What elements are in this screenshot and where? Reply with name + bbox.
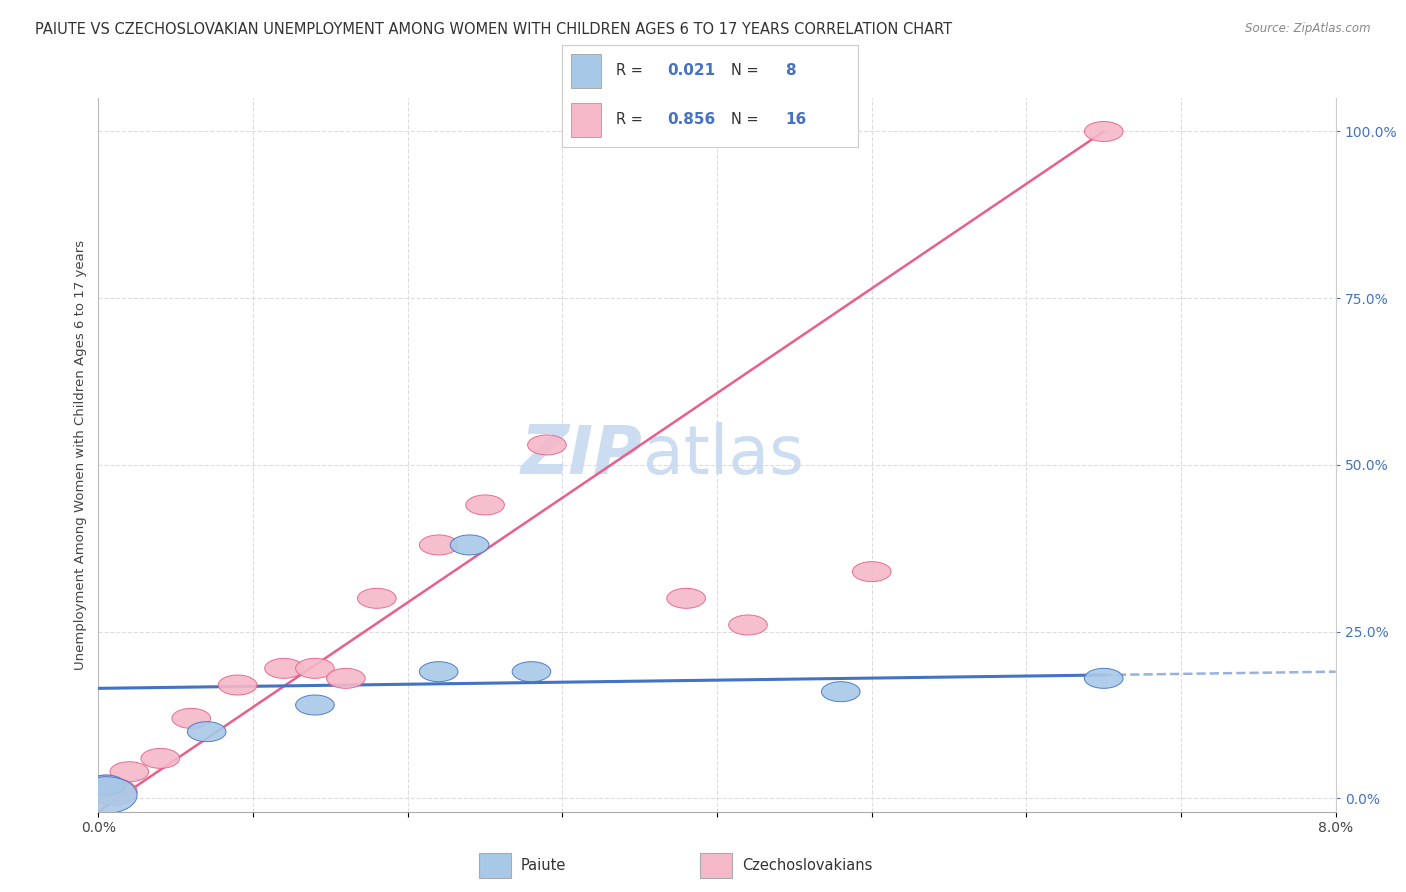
Ellipse shape: [295, 658, 335, 678]
Y-axis label: Unemployment Among Women with Children Ages 6 to 17 years: Unemployment Among Women with Children A…: [75, 240, 87, 670]
Ellipse shape: [419, 535, 458, 555]
Bar: [700, 853, 733, 878]
Ellipse shape: [91, 779, 138, 805]
Ellipse shape: [141, 748, 180, 768]
Ellipse shape: [527, 435, 567, 455]
Ellipse shape: [450, 535, 489, 555]
Ellipse shape: [512, 662, 551, 681]
Text: N =: N =: [731, 112, 763, 128]
Text: 8: 8: [786, 63, 796, 78]
Ellipse shape: [666, 589, 706, 608]
Bar: [478, 853, 510, 878]
Text: 0.856: 0.856: [668, 112, 716, 128]
Ellipse shape: [264, 658, 304, 678]
Text: 0.021: 0.021: [668, 63, 716, 78]
Ellipse shape: [728, 615, 768, 635]
Ellipse shape: [110, 762, 149, 781]
Ellipse shape: [76, 777, 138, 814]
Ellipse shape: [326, 668, 366, 689]
Bar: [571, 54, 600, 87]
Ellipse shape: [218, 675, 257, 695]
Text: N =: N =: [731, 63, 763, 78]
Text: Paiute: Paiute: [520, 858, 567, 872]
Text: ZIP: ZIP: [522, 422, 643, 488]
Ellipse shape: [187, 722, 226, 741]
Ellipse shape: [1084, 668, 1123, 689]
Ellipse shape: [87, 775, 125, 795]
Text: atlas: atlas: [643, 422, 804, 488]
Text: Source: ZipAtlas.com: Source: ZipAtlas.com: [1246, 22, 1371, 36]
Text: Czechoslovakians: Czechoslovakians: [742, 858, 872, 872]
Ellipse shape: [357, 589, 396, 608]
Ellipse shape: [87, 775, 125, 795]
Text: R =: R =: [616, 112, 647, 128]
Ellipse shape: [821, 681, 860, 702]
Ellipse shape: [1084, 121, 1123, 142]
Text: R =: R =: [616, 63, 647, 78]
Text: PAIUTE VS CZECHOSLOVAKIAN UNEMPLOYMENT AMONG WOMEN WITH CHILDREN AGES 6 TO 17 YE: PAIUTE VS CZECHOSLOVAKIAN UNEMPLOYMENT A…: [35, 22, 952, 37]
Ellipse shape: [295, 695, 335, 715]
Text: 16: 16: [786, 112, 807, 128]
Ellipse shape: [465, 495, 505, 515]
Ellipse shape: [852, 562, 891, 582]
Bar: [571, 103, 600, 137]
Ellipse shape: [419, 662, 458, 681]
Ellipse shape: [172, 708, 211, 729]
